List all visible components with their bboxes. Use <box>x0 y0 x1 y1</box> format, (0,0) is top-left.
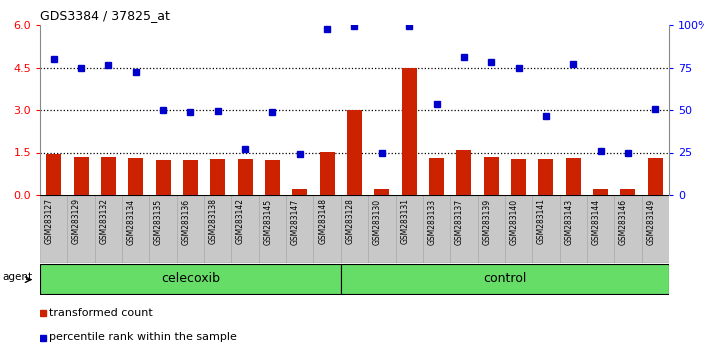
Bar <box>566 158 581 195</box>
Bar <box>68 195 95 263</box>
Bar <box>429 158 444 195</box>
Bar <box>156 160 170 195</box>
Bar <box>149 195 177 263</box>
Text: GSM283140: GSM283140 <box>510 198 519 245</box>
Bar <box>237 159 253 195</box>
Text: GSM283147: GSM283147 <box>291 198 300 245</box>
Bar <box>641 195 669 263</box>
Bar <box>402 68 417 195</box>
Bar <box>648 158 663 195</box>
Bar <box>511 159 526 195</box>
Text: GSM283139: GSM283139 <box>482 198 491 245</box>
Text: GDS3384 / 37825_at: GDS3384 / 37825_at <box>40 9 170 22</box>
Bar <box>320 152 334 195</box>
Bar <box>128 158 143 195</box>
Text: GSM283138: GSM283138 <box>209 198 218 244</box>
Text: GSM283145: GSM283145 <box>263 198 272 245</box>
Bar <box>484 157 498 195</box>
Text: GSM283141: GSM283141 <box>537 198 546 244</box>
Text: celecoxib: celecoxib <box>161 273 220 285</box>
Bar <box>183 160 198 195</box>
Bar <box>347 110 362 195</box>
Bar <box>587 195 615 263</box>
Text: GSM283131: GSM283131 <box>400 198 409 244</box>
Bar <box>40 264 341 295</box>
Text: GSM283130: GSM283130 <box>373 198 382 245</box>
Bar <box>593 189 608 195</box>
Text: GSM283148: GSM283148 <box>318 198 327 244</box>
Bar <box>532 195 560 263</box>
Text: GSM283143: GSM283143 <box>565 198 573 245</box>
Bar <box>122 195 149 263</box>
Bar <box>368 195 396 263</box>
Bar <box>292 189 308 195</box>
Bar <box>232 195 259 263</box>
Text: GSM283129: GSM283129 <box>72 198 81 244</box>
Bar <box>265 160 280 195</box>
Bar <box>423 195 451 263</box>
Bar <box>505 195 532 263</box>
Bar <box>396 195 423 263</box>
Bar <box>341 264 669 295</box>
Bar <box>560 195 587 263</box>
Bar <box>46 154 61 195</box>
Text: GSM283135: GSM283135 <box>154 198 163 245</box>
Bar <box>313 195 341 263</box>
Bar <box>40 195 68 263</box>
Bar <box>620 189 636 195</box>
Text: transformed count: transformed count <box>49 308 153 318</box>
Bar <box>259 195 286 263</box>
Bar <box>451 195 477 263</box>
Bar <box>615 195 641 263</box>
Text: GSM283128: GSM283128 <box>346 198 355 244</box>
Bar <box>456 150 472 195</box>
Text: GSM283133: GSM283133 <box>427 198 436 245</box>
Text: GSM283134: GSM283134 <box>127 198 136 245</box>
Bar <box>73 157 89 195</box>
Text: GSM283146: GSM283146 <box>619 198 628 245</box>
Bar <box>101 157 116 195</box>
Text: GSM283136: GSM283136 <box>182 198 190 245</box>
Bar <box>477 195 505 263</box>
Bar <box>210 159 225 195</box>
Text: GSM283144: GSM283144 <box>591 198 601 245</box>
Bar <box>375 189 389 195</box>
Bar <box>341 195 368 263</box>
Text: percentile rank within the sample: percentile rank within the sample <box>49 332 237 343</box>
Bar <box>204 195 232 263</box>
Text: GSM283137: GSM283137 <box>455 198 464 245</box>
Bar <box>539 159 553 195</box>
Bar <box>286 195 313 263</box>
Text: control: control <box>483 273 527 285</box>
Bar <box>95 195 122 263</box>
Text: GSM283132: GSM283132 <box>99 198 108 244</box>
Text: agent: agent <box>2 272 32 282</box>
Text: GSM283149: GSM283149 <box>646 198 655 245</box>
Bar <box>177 195 204 263</box>
Text: GSM283142: GSM283142 <box>236 198 245 244</box>
Text: GSM283127: GSM283127 <box>44 198 54 244</box>
